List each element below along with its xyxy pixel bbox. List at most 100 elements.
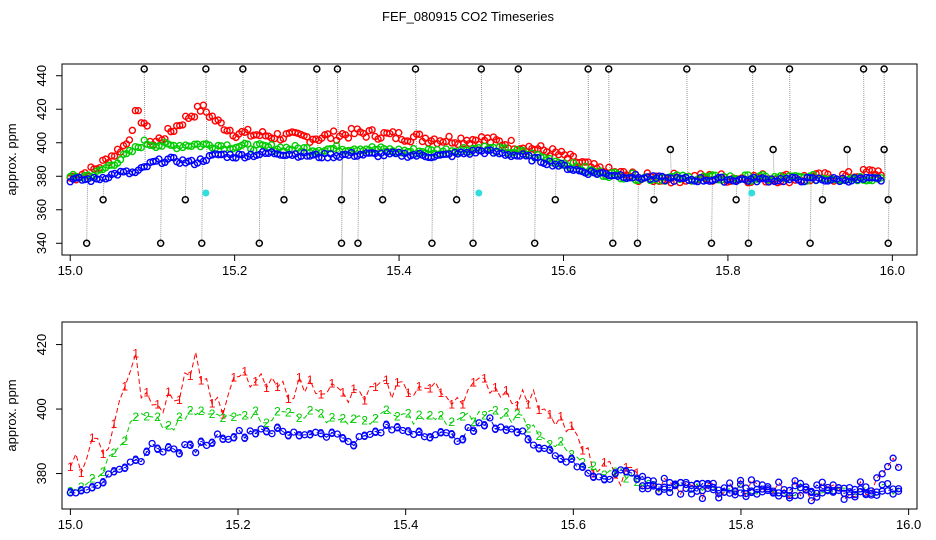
point-black (99, 195, 107, 204)
point-1 (878, 470, 886, 478)
marker-1: 1 (285, 392, 292, 406)
marker-1: 1 (427, 382, 434, 396)
marker-1: 1 (165, 385, 172, 399)
x-tick-label: 15.0 (58, 263, 83, 278)
point-1 (884, 462, 892, 471)
point-green (424, 145, 433, 153)
marker-1: 1 (339, 385, 346, 399)
marker-2: 2 (590, 459, 597, 473)
marker-2: 2 (111, 446, 118, 460)
point-red (170, 127, 178, 136)
point-blue (877, 177, 885, 185)
point-3 (279, 427, 287, 436)
marker-3: 3 (623, 464, 630, 478)
marker-1: 1 (67, 460, 74, 474)
point-black (633, 239, 642, 248)
point-blue (522, 152, 530, 160)
y-tick-label: 420 (34, 334, 49, 356)
spike-line (415, 69, 418, 156)
x-tick-label: 15.2 (225, 517, 250, 532)
point-3 (638, 472, 647, 481)
point-blue (442, 150, 450, 158)
spike-line (480, 69, 483, 152)
point-black (748, 65, 757, 73)
point-3 (333, 430, 342, 438)
marker-2: 2 (601, 468, 608, 482)
point-3 (606, 475, 614, 484)
plot-frame (61, 321, 918, 510)
marker-2: 2 (263, 416, 270, 430)
point-blue (368, 149, 376, 157)
point-black (198, 239, 206, 248)
point-1 (889, 454, 897, 462)
point-2 (736, 480, 745, 488)
point-black (584, 65, 592, 73)
series-cyan (202, 189, 756, 197)
point-1 (840, 495, 848, 504)
point-3 (720, 484, 728, 492)
point-3 (497, 423, 505, 431)
point-3 (894, 487, 903, 495)
point-red (377, 134, 385, 142)
point-green (300, 144, 308, 152)
marker-2: 2 (143, 409, 150, 423)
marker-1: 1 (405, 386, 412, 400)
point-red (329, 127, 338, 135)
marker-2: 2 (536, 429, 543, 443)
panel-bottom: 15.0 15.2 15.4 15.6 15.8 16.0 380 400 420 approx.… (4, 321, 921, 532)
point-black (707, 239, 716, 248)
point-black (769, 145, 777, 154)
point-3 (143, 448, 151, 456)
point-3 (611, 469, 619, 478)
marker-2: 2 (230, 410, 237, 424)
marker-3: 3 (274, 421, 281, 435)
point-1 (775, 478, 783, 486)
spike-line (357, 154, 360, 244)
marker-1: 1 (459, 398, 466, 412)
marker-1: 1 (547, 407, 554, 421)
spike-line (201, 160, 204, 244)
point-3 (170, 445, 178, 453)
point-red (344, 134, 353, 142)
spike-line (887, 179, 890, 244)
point-black (530, 239, 539, 248)
point-3 (578, 463, 587, 471)
marker-1: 1 (100, 447, 107, 461)
point-3 (469, 427, 478, 435)
series-line-3 (70, 416, 899, 494)
point-green (137, 143, 145, 152)
point-2 (791, 491, 799, 500)
point-green (332, 141, 341, 150)
marker-2: 2 (394, 410, 401, 424)
point-3 (508, 425, 516, 433)
marker-2: 2 (481, 409, 488, 423)
marker-1: 1 (111, 417, 118, 431)
marker-2: 2 (89, 472, 96, 486)
marker-3: 3 (132, 453, 139, 467)
point-blue (427, 153, 435, 162)
spike-line (686, 69, 689, 180)
point-2 (649, 477, 658, 485)
point-green (241, 139, 249, 148)
marker-3: 3 (568, 452, 575, 466)
point-3 (192, 448, 200, 457)
x-tick-label: 15.4 (393, 517, 418, 532)
y-axis-title: approx. ppm (4, 123, 19, 195)
point-green (326, 144, 335, 153)
point-blue (483, 146, 492, 155)
point-green (190, 140, 199, 149)
point-black (202, 65, 210, 73)
point-black (354, 239, 362, 248)
marker-3: 3 (383, 418, 390, 432)
marker-1: 1 (252, 374, 259, 388)
marker-3: 3 (263, 424, 270, 438)
point-red (223, 127, 231, 135)
y-axis-title: approx. ppm (4, 379, 19, 451)
point-black (785, 65, 794, 73)
marker-1: 1 (416, 379, 423, 393)
x-tick-label: 15.6 (561, 517, 586, 532)
marker-2: 2 (220, 411, 227, 425)
point-3 (339, 434, 347, 442)
marker-1: 1 (241, 365, 248, 379)
point-1 (742, 492, 750, 501)
